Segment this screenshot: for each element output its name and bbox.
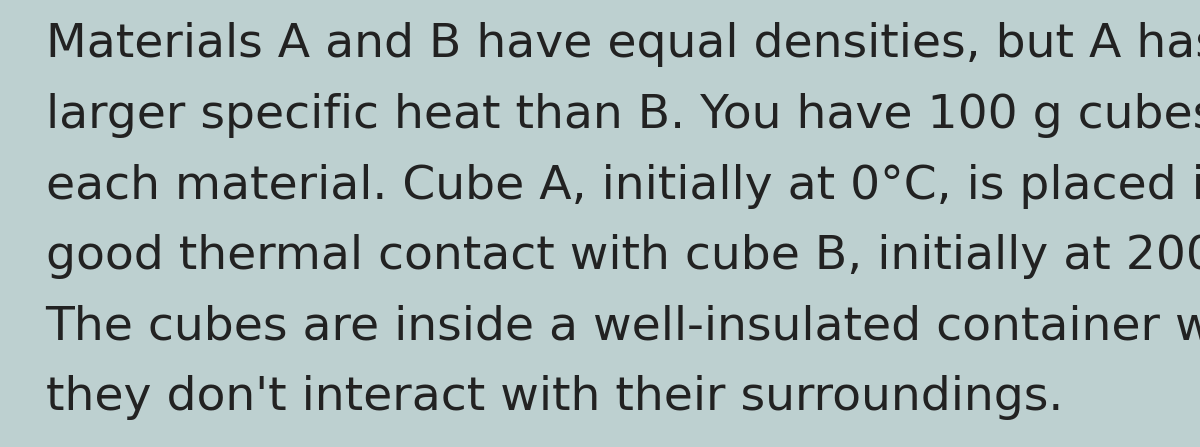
- Text: each material. Cube A, initially at 0°C, is placed in: each material. Cube A, initially at 0°C,…: [46, 164, 1200, 209]
- Text: larger specific heat than B. You have 100 g cubes of: larger specific heat than B. You have 10…: [46, 93, 1200, 138]
- Text: Materials A and B have equal densities, but A has a: Materials A and B have equal densities, …: [46, 22, 1200, 67]
- Text: The cubes are inside a well-insulated container where: The cubes are inside a well-insulated co…: [46, 305, 1200, 350]
- Text: good thermal contact with cube B, initially at 200°C.: good thermal contact with cube B, initia…: [46, 234, 1200, 279]
- Text: they don't interact with their surroundings.: they don't interact with their surroundi…: [46, 375, 1063, 421]
